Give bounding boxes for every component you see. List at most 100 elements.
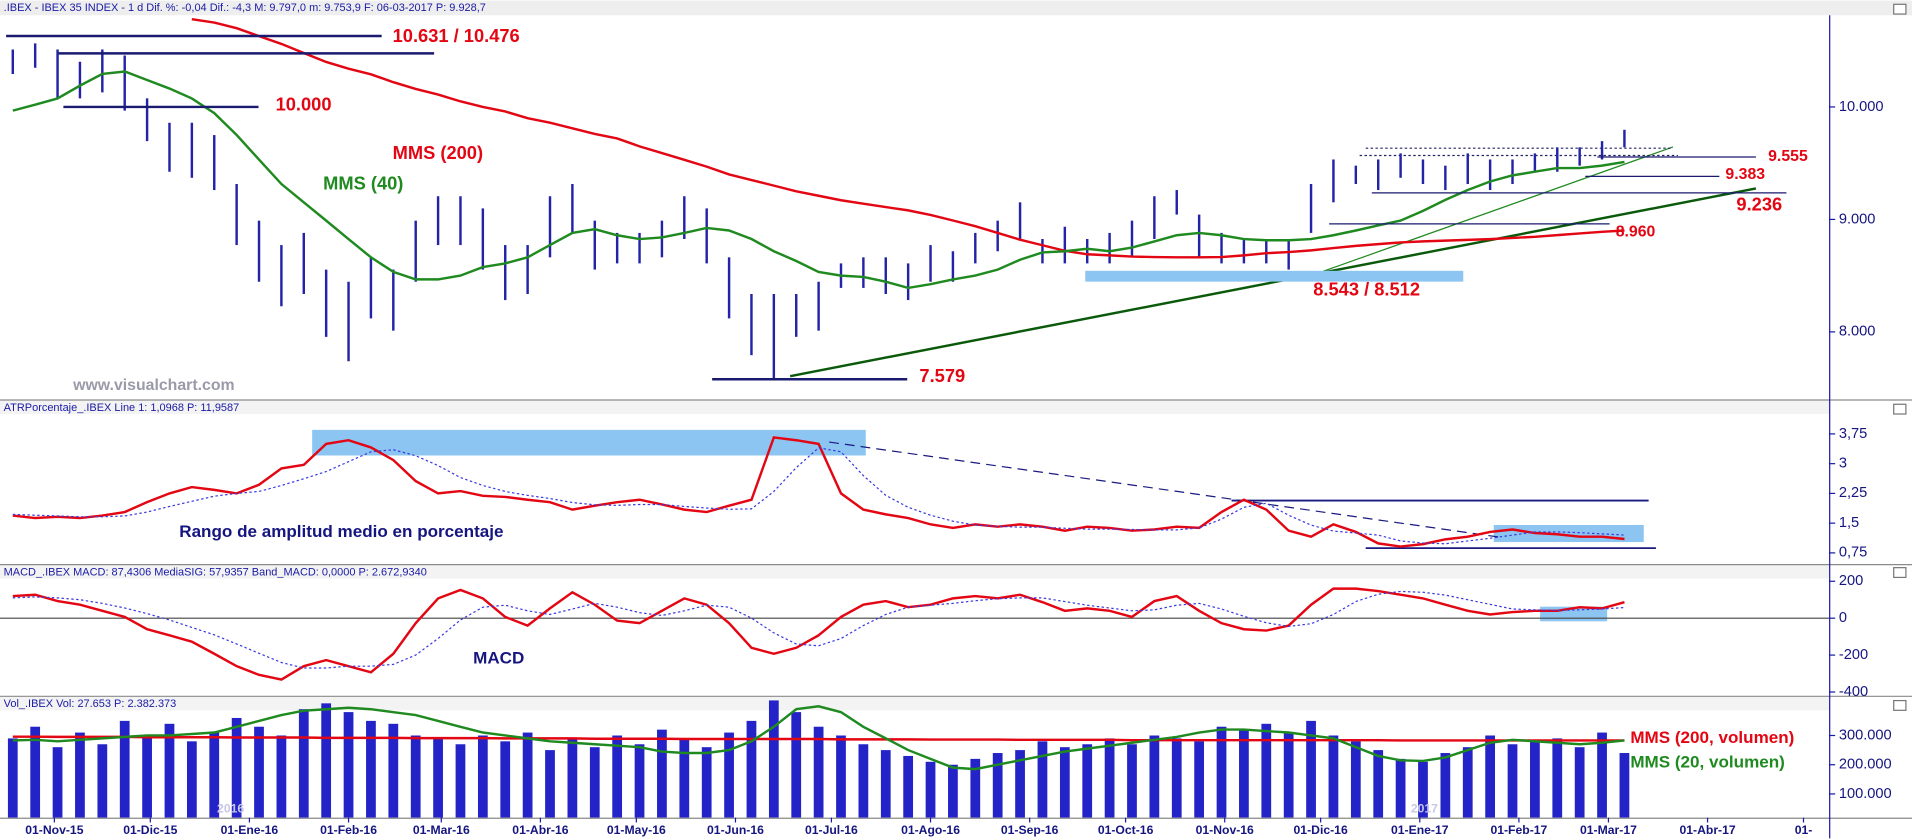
volume-bar [410,735,421,818]
volume-bar [321,703,332,818]
x-tick-label: 01-Dic-15 [123,823,177,837]
volume-bar [768,700,779,818]
volume-bar [858,744,869,818]
volume-bar [276,735,287,818]
x-axis: 01-Nov-15 01-Dic-15 01-Ene-16 01-Feb-16 01-M… [25,817,1812,837]
legend-entry: MMS (200, volumen) [1630,728,1794,747]
series-line [12,735,1625,742]
y-tick-label: 9.000 [1839,211,1876,227]
panel-header: MACD_.IBEX MACD: 87,4306 MediaSIG: 57,93… [4,566,427,578]
volume-bar [567,738,578,818]
series-line [12,447,1625,545]
volume-bar [746,720,757,818]
volume-bar [1440,753,1451,818]
series-label: MMS (200) [393,142,483,163]
x-tick-label: 01-Jul-16 [805,823,858,837]
volume-bar [1328,735,1339,818]
plot-area [12,436,1625,548]
y-tick-label: 200.000 [1839,757,1892,773]
volume-bar [589,747,600,818]
volume-bar [1597,732,1607,818]
x-tick-label: 01-Abr-17 [1679,823,1735,837]
volume-bar [1171,738,1182,818]
annotation: MACD [473,649,524,668]
volume-bar [119,720,130,818]
volume-bar [545,750,555,818]
x-tick-label: 01-Dic-16 [1294,823,1348,837]
volume-bar [992,753,1003,818]
panel-icon [1893,699,1907,711]
y-tick-label: 10.000 [1839,99,1884,115]
volume-bar [97,744,108,818]
volume-bar [1194,741,1205,818]
series-line [12,70,1625,290]
volume-bar [231,717,242,818]
volume-bar [298,709,309,818]
volume-bar [1507,744,1518,818]
volume-bar [388,723,399,818]
highlight-box [312,429,866,456]
volume-bar [343,712,354,818]
volume-bar [30,726,41,818]
header-strip [0,400,1830,415]
volume-bar [142,735,152,818]
volume-bar [657,729,667,818]
y-tick-label: 0,75 [1839,545,1867,561]
volume-bar [1485,735,1496,818]
trend-line [789,187,1757,378]
x-tick-label: 01-Oct-16 [1098,823,1154,837]
x-tick-label: 01-Feb-17 [1490,823,1547,837]
volume-bar [880,750,891,818]
volume-bar [1418,761,1428,818]
dashed-trend [829,441,1500,538]
support-zone [1085,270,1464,282]
plot-area [7,700,1630,818]
year-label: 2016 [217,801,244,815]
x-tick-label: 01-Jun-16 [707,823,764,837]
volume-bar [1216,726,1227,818]
header-strip [0,0,1912,16]
y-tick-label: -400 [1839,684,1868,700]
annotation: 10.000 [276,93,332,114]
volume-bar [701,747,712,818]
y-tick-label: -200 [1839,647,1868,663]
volume-bar [1306,720,1316,818]
y-tick-label: 200 [1839,573,1863,589]
x-tick-label: 01-Ene-17 [1391,823,1449,837]
volume-bar [522,732,533,818]
y-axis: 100.000 200.000 300.000 [1829,727,1892,802]
panel-icon [1893,403,1907,415]
volume-bar [209,732,220,818]
x-tick-label: 01-Ago-16 [901,823,960,837]
annotation: 7.579 [919,365,965,386]
legend-entry: MMS (20, volumen) [1630,752,1785,771]
volume-bar [612,735,623,818]
header-strip [0,696,1830,711]
volume-bar [164,723,175,818]
volume-bar [1059,747,1070,818]
plot-area [11,17,1626,380]
x-tick-label: 01-Ene-16 [221,823,279,837]
volume-bar [970,758,981,818]
volume-bar [186,741,197,818]
series-line [12,705,1625,771]
panel-header: .IBEX - IBEX 35 INDEX - 1 d Dif. %: -0,0… [4,2,486,14]
x-tick-label: 01-Mar-16 [413,823,470,837]
annotation: 8.543 / 8.512 [1313,279,1420,300]
y-tick-label: 0 [1839,610,1847,626]
x-tick-label: 01-May-16 [607,823,666,837]
volume-bar [1395,758,1406,818]
volume-bar [1261,723,1272,818]
volume-bar [7,738,18,818]
volume-bar [1015,750,1025,818]
volume-bar [455,744,466,818]
volume-bar [1283,732,1294,818]
volume-bar [366,720,376,818]
volume-bar [500,741,511,818]
volume-bar [477,735,488,818]
plot-area [0,587,1830,681]
y-tick-label: 300.000 [1839,727,1892,743]
series-line [12,590,1625,669]
y-tick-label: 8.000 [1839,324,1876,340]
